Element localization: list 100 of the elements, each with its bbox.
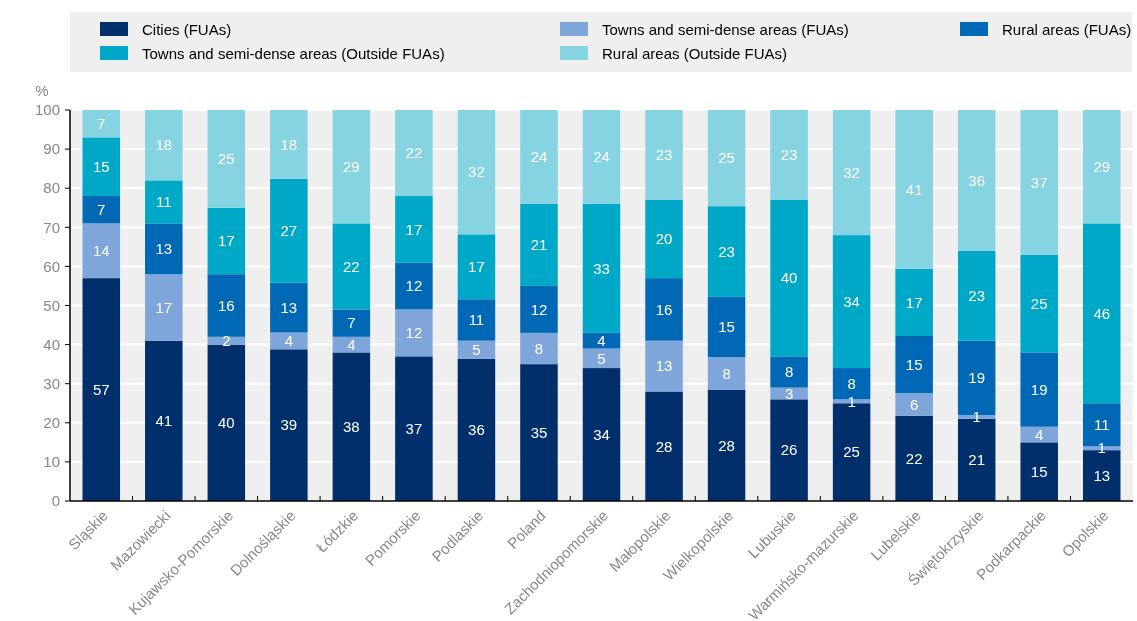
data-label: 39: [280, 416, 298, 434]
bar: [270, 110, 308, 179]
bar: [395, 356, 433, 501]
data-label: 33: [593, 259, 610, 277]
bar: [457, 358, 496, 501]
bar: [895, 393, 933, 416]
y-tick-label: 70: [43, 218, 60, 236]
data-label: 34: [593, 425, 610, 443]
data-label: 25: [718, 149, 735, 167]
data-label: 8: [847, 374, 856, 392]
legend-label: Rural areas (FUAs): [1002, 21, 1132, 39]
data-label: 14: [92, 242, 110, 260]
data-label: 18: [280, 135, 298, 153]
data-label: 12: [530, 300, 548, 318]
bar: [395, 262, 433, 310]
bar: [957, 110, 996, 251]
bar: [1020, 254, 1058, 353]
data-label: 21: [530, 236, 548, 254]
data-label: 11: [156, 193, 172, 211]
data-label: 25: [217, 150, 235, 168]
data-label: 13: [655, 357, 673, 375]
bar: [145, 340, 183, 501]
bar: [582, 348, 621, 369]
data-label: 32: [468, 163, 485, 181]
bar: [457, 110, 496, 235]
data-label: 25: [843, 443, 860, 461]
data-label: 15: [92, 157, 110, 175]
y-tick-label: 0: [51, 492, 60, 510]
bar: [645, 278, 683, 341]
data-label: 29: [343, 157, 360, 175]
bar: [520, 285, 558, 333]
bar: [332, 110, 371, 224]
bar: [207, 274, 246, 337]
data-label: 22: [905, 449, 923, 467]
bar: [395, 196, 433, 263]
bar: [707, 296, 746, 358]
bar: [707, 357, 746, 390]
bar: [207, 344, 246, 501]
data-label: 4: [347, 335, 356, 353]
data-label: 12: [405, 324, 423, 342]
data-label: 17: [468, 258, 485, 276]
y-tick-label: 40: [43, 335, 60, 353]
data-label: 22: [405, 144, 423, 162]
bar: [82, 278, 121, 501]
data-label: 20: [655, 230, 673, 248]
y-tick-label: 60: [43, 257, 60, 275]
data-label: 16: [655, 300, 673, 318]
data-label: 37: [1030, 173, 1048, 191]
bar: [1020, 442, 1058, 501]
bar: [520, 364, 558, 501]
bar: [332, 352, 371, 501]
y-tick-label: 80: [43, 179, 60, 197]
bar: [895, 415, 933, 501]
bar: [457, 299, 496, 341]
data-label: 46: [1093, 304, 1111, 322]
bar: [270, 282, 308, 333]
data-label: 13: [280, 298, 298, 316]
bar: [1020, 110, 1058, 255]
y-tick-label: 20: [43, 414, 60, 432]
data-label: 35: [530, 423, 548, 441]
data-label: 37: [405, 419, 423, 437]
data-label: 26: [780, 441, 798, 459]
data-label: 16: [217, 296, 235, 314]
data-label: 1: [1097, 439, 1106, 457]
data-label: 19: [968, 369, 986, 387]
y-tick-label: 100: [34, 101, 60, 119]
data-label: 36: [968, 171, 986, 189]
bar: [520, 110, 558, 204]
data-label: 6: [909, 395, 919, 413]
data-label: 5: [597, 349, 606, 367]
bar: [270, 332, 308, 350]
data-label: 17: [905, 293, 923, 311]
bar: [207, 336, 246, 345]
bar: [832, 110, 871, 236]
data-label: 7: [97, 114, 106, 132]
data-label: 24: [593, 148, 610, 166]
bar: [207, 207, 246, 275]
data-label: 40: [780, 269, 798, 287]
bar: [895, 268, 933, 336]
bar: [645, 199, 683, 279]
bar: [82, 223, 121, 279]
bar: [457, 340, 496, 359]
data-label: 28: [655, 437, 673, 455]
data-label: 7: [347, 314, 356, 332]
data-label: 36: [468, 421, 485, 439]
data-label: 41: [905, 180, 923, 198]
bar: [707, 389, 746, 501]
data-label: 3: [784, 384, 794, 402]
bar: [82, 137, 121, 197]
data-label: 28: [718, 436, 735, 454]
data-label: 22: [343, 257, 360, 275]
data-label: 29: [1093, 157, 1111, 175]
bar: [645, 391, 683, 501]
data-label: 17: [155, 298, 173, 316]
data-label: 57: [92, 380, 110, 398]
data-label: 27: [280, 222, 298, 240]
data-label: 13: [1093, 466, 1111, 484]
bar: [770, 399, 808, 501]
bar: [1082, 110, 1121, 224]
data-label: 23: [718, 242, 735, 260]
